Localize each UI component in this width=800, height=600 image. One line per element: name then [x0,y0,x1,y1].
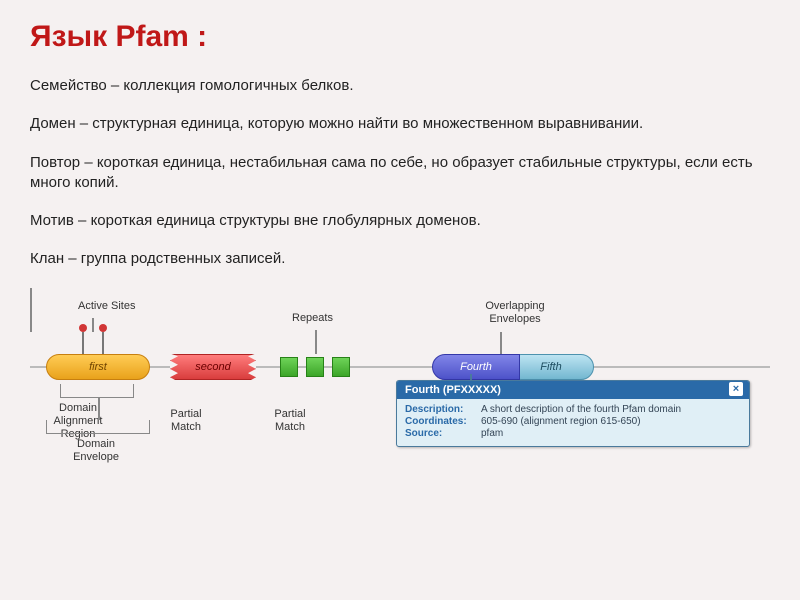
tick-repeats [315,330,317,354]
def-family: Семейство – коллекция гомологичных белко… [30,76,770,96]
domain-tooltip: Fourth (PFXXXXX) × Description: A short … [396,380,750,447]
label-repeats: Repeats [292,312,333,324]
bracket-partial-2 [30,310,32,332]
tooltip-val: A short description of the fourth Pfam d… [481,404,741,415]
repeat-block[interactable] [332,357,350,377]
bracket-envelope [46,420,150,434]
label-active-sites: Active Sites [78,300,135,312]
active-site-marker-icon [82,332,84,354]
def-clan: Клан – группа родственных записей. [30,249,770,269]
definitions: Семейство – коллекция гомологичных белко… [30,76,770,270]
label-envelope: Domain Envelope [56,438,136,464]
tooltip-key: Source: [405,428,475,439]
def-motif: Мотив – короткая единица структуры вне г… [30,211,770,231]
label-partial-2: Partial Match [262,408,318,434]
bracket-drop-icon [98,398,100,420]
domain-first[interactable]: first [46,354,150,380]
def-repeat: Повтор – короткая единица, нестабильная … [30,153,770,194]
tooltip-val: 605-690 (alignment region 615-650) [481,416,741,427]
domain-fourth[interactable]: Fourth [432,354,520,380]
tooltip-val: pfam [481,428,741,439]
tooltip-row: Coordinates: 605-690 (alignment region 6… [405,416,741,427]
bracket-alignment-region [60,384,134,398]
tooltip-key: Description: [405,404,475,415]
repeat-block[interactable] [306,357,324,377]
label-partial-1: Partial Match [158,408,214,434]
tooltip-connector-icon [470,374,472,380]
bracket-partial-1 [30,288,32,310]
tick-overlapping [500,332,502,354]
tooltip-row: Description: A short description of the … [405,404,741,415]
def-domain: Домен – структурная единица, которую мож… [30,114,770,134]
pfam-diagram: Active Sites Repeats Overlapping Envelop… [30,288,770,528]
label-overlapping: Overlapping Envelopes [470,300,560,326]
tooltip-title: Fourth (PFXXXXX) [405,384,501,396]
tooltip-header: Fourth (PFXXXXX) × [397,381,749,399]
repeat-block[interactable] [280,357,298,377]
tick-active-sites [92,318,94,332]
close-icon[interactable]: × [729,382,743,396]
page-title: Язык Pfam : [30,20,770,54]
active-site-marker-icon [102,332,104,354]
domain-second[interactable]: second [170,354,256,380]
tooltip-row: Source: pfam [405,428,741,439]
tooltip-body: Description: A short description of the … [397,399,749,446]
domain-fifth[interactable]: Fifth [508,354,594,380]
tooltip-key: Coordinates: [405,416,475,427]
